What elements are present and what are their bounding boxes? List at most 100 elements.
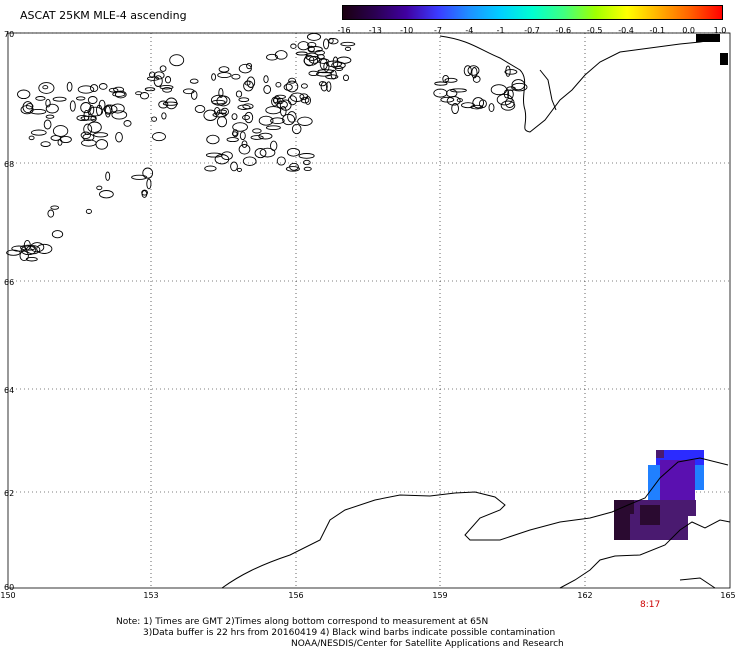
- ice-contour: [204, 165, 217, 172]
- ice-contour: [289, 162, 299, 171]
- ice-contour: [342, 74, 350, 82]
- ice-contour: [144, 87, 156, 92]
- ice-contour: [45, 98, 51, 108]
- ice-contour: [336, 56, 352, 64]
- ice-contour: [80, 131, 91, 140]
- coastline: [221, 35, 731, 589]
- ice-contour: [304, 95, 311, 105]
- ice-contour: [45, 114, 55, 119]
- longitude-label: 153: [143, 591, 159, 600]
- ice-contour: [165, 97, 178, 110]
- grid-lines: [8, 32, 730, 588]
- ice-contour: [226, 137, 239, 143]
- ice-contour: [265, 125, 281, 131]
- note-line-3: NOAA/NESDIS/Center for Satellite Applica…: [291, 639, 564, 649]
- ice-contour: [266, 53, 278, 61]
- ice-contour: [76, 114, 90, 122]
- colorbar-tick-label: 0.0: [682, 26, 696, 35]
- ice-contour: [305, 52, 319, 61]
- note-line-2: 3)Data buffer is 22 hrs from 20160419 4)…: [143, 628, 556, 638]
- ice-contour: [50, 205, 60, 210]
- ice-contour: [182, 88, 195, 95]
- ice-contour: [320, 81, 328, 92]
- ice-contour: [59, 135, 72, 144]
- ice-contour: [496, 93, 513, 106]
- colorbar-tick-label: -7: [434, 26, 442, 35]
- ice-contour: [217, 72, 232, 79]
- ice-contour: [288, 77, 297, 84]
- ice-contour: [254, 148, 267, 159]
- ice-contour: [83, 123, 93, 135]
- wind-cell: [640, 505, 660, 525]
- ice-contour: [472, 97, 485, 109]
- longitude-label: 159: [432, 591, 448, 600]
- ice-contour: [23, 239, 31, 251]
- ice-contour: [433, 88, 448, 98]
- ice-contour: [112, 91, 126, 97]
- ice-contour: [344, 46, 352, 51]
- ice-contour: [153, 75, 163, 87]
- ice-contour: [146, 178, 152, 190]
- ice-contour: [232, 122, 248, 132]
- ice-contour: [450, 88, 467, 93]
- ice-contour: [105, 171, 111, 181]
- ice-contour: [340, 41, 356, 47]
- ice-contour: [141, 189, 148, 196]
- ice-contour: [295, 51, 308, 56]
- ice-contour: [263, 75, 269, 84]
- data-cells: [614, 450, 704, 540]
- ice-contour: [238, 63, 252, 74]
- ice-contour: [434, 81, 448, 86]
- ice-contour: [214, 106, 221, 116]
- ice-contour: [472, 75, 481, 83]
- ice-contour: [220, 107, 229, 116]
- ice-contour: [244, 111, 254, 124]
- ice-contour: [85, 208, 92, 214]
- ice-contour: [149, 71, 156, 78]
- ice-contour: [45, 103, 59, 114]
- ice-contour: [40, 141, 51, 147]
- ice-contour: [93, 132, 109, 138]
- ice-contour: [211, 73, 217, 81]
- ice-contour: [300, 96, 310, 104]
- ice-contour: [238, 144, 251, 155]
- plot-frame: [7, 32, 731, 589]
- ice-contour: [89, 84, 99, 93]
- ice-contour: [104, 105, 111, 118]
- latitude-label: 70: [4, 30, 15, 39]
- ice-contour: [300, 83, 308, 89]
- ice-contour: [152, 132, 166, 142]
- ice-contour: [230, 161, 238, 172]
- longitude-label: 165: [720, 591, 736, 600]
- ice-contour: [30, 129, 47, 136]
- ice-contour: [159, 65, 167, 72]
- ice-contour: [504, 69, 518, 75]
- ice-contour: [99, 190, 114, 199]
- ice-contour: [315, 71, 332, 77]
- longitude-label: 150: [0, 591, 16, 600]
- ice-contour: [323, 61, 330, 72]
- ice-contour: [218, 66, 230, 73]
- wind-cell: [614, 500, 634, 540]
- ice-contour: [280, 105, 287, 117]
- ice-contour: [325, 74, 339, 80]
- ice-contour: [75, 96, 86, 101]
- pass-time-label: 8:17: [640, 600, 661, 610]
- ice-contour: [43, 119, 52, 130]
- ice-contour: [444, 77, 458, 83]
- ice-contour: [287, 111, 297, 123]
- ice-contour: [290, 43, 297, 49]
- ice-contour: [277, 97, 284, 105]
- ice-contour: [216, 116, 228, 128]
- ice-contour: [306, 32, 322, 41]
- ice-contour: [328, 37, 334, 44]
- ice-contour: [265, 106, 282, 115]
- ice-contour: [258, 132, 273, 140]
- ice-contour: [20, 105, 34, 115]
- ice-contour: [30, 242, 45, 253]
- corner-tile: [720, 53, 728, 65]
- ice-contour: [258, 115, 274, 126]
- ice-contour: [38, 82, 55, 94]
- ice-contour: [500, 100, 516, 111]
- wind-cell: [648, 465, 660, 500]
